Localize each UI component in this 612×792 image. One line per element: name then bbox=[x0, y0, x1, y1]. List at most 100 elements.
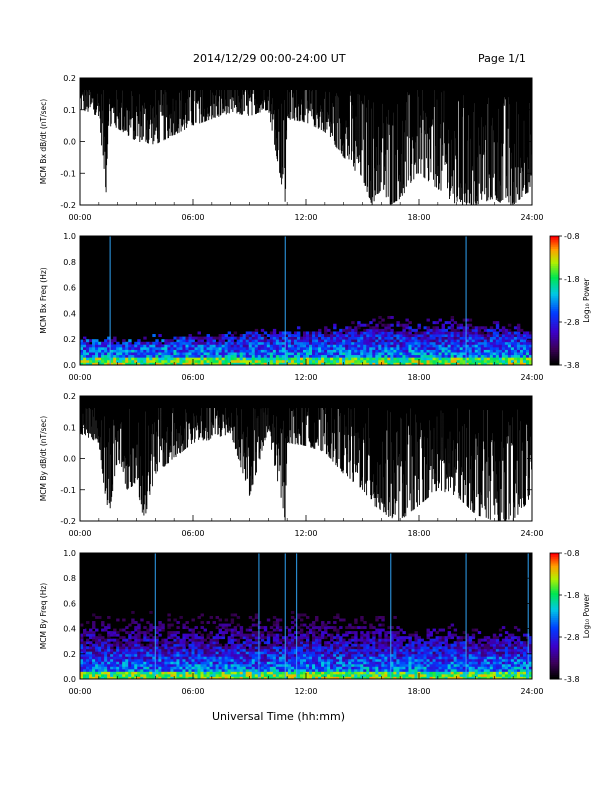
heatmap-cell bbox=[378, 631, 382, 635]
heatmap-cell bbox=[345, 357, 349, 361]
heatmap-cell bbox=[474, 354, 479, 358]
heatmap-cell bbox=[104, 341, 108, 345]
heatmap-cell bbox=[333, 326, 337, 330]
heatmap-cell bbox=[486, 641, 491, 645]
heatmap-cell bbox=[450, 331, 455, 335]
heatmap-cell bbox=[420, 349, 424, 353]
heatmap-cell bbox=[146, 666, 150, 670]
heatmap-cell bbox=[251, 346, 256, 350]
heatmap-cell bbox=[233, 656, 238, 660]
heatmap-cell bbox=[275, 349, 280, 353]
heatmap-cell bbox=[309, 658, 313, 662]
heatmap-cell bbox=[435, 638, 439, 642]
heatmap-cell bbox=[260, 354, 265, 358]
heatmap-cell bbox=[441, 331, 446, 335]
heatmap-cell bbox=[366, 341, 370, 345]
heatmap-cell bbox=[257, 334, 262, 338]
heatmap-cell bbox=[420, 346, 424, 350]
heatmap-cell bbox=[324, 671, 328, 675]
heatmap-cell bbox=[83, 648, 87, 652]
heatmap-cell bbox=[101, 673, 105, 677]
heatmap-cell bbox=[239, 633, 244, 637]
heatmap-cell bbox=[203, 354, 207, 358]
heatmap-cell bbox=[435, 341, 439, 345]
heatmap-cell bbox=[402, 349, 406, 353]
heatmap-cell bbox=[200, 643, 204, 647]
heatmap-cell bbox=[146, 354, 150, 358]
heatmap-cell bbox=[104, 661, 108, 665]
heatmap-cell bbox=[489, 651, 494, 655]
heatmap-cell bbox=[351, 328, 355, 332]
heatmap-cell bbox=[423, 349, 427, 353]
heatmap-cell bbox=[89, 666, 93, 670]
heatmap-cell bbox=[462, 334, 467, 338]
heatmap-cell bbox=[182, 633, 186, 637]
heatmap-cell bbox=[459, 323, 464, 327]
heatmap-cell bbox=[224, 336, 229, 340]
heatmap-cell bbox=[242, 354, 247, 358]
heatmap-cell bbox=[501, 352, 506, 356]
heatmap-cell bbox=[306, 631, 310, 635]
heatmap-cell bbox=[453, 321, 458, 325]
heatmap-cell bbox=[417, 341, 421, 345]
heatmap-cell bbox=[444, 341, 449, 345]
heatmap-cell bbox=[80, 663, 84, 667]
heatmap-cell bbox=[167, 646, 171, 650]
heatmap-cell bbox=[122, 628, 126, 632]
heatmap-cell bbox=[290, 666, 295, 670]
heatmap-cell bbox=[185, 354, 189, 358]
heatmap-cell bbox=[248, 638, 253, 642]
heatmap-cell bbox=[80, 636, 84, 640]
heatmap-cell bbox=[170, 341, 174, 345]
heatmap-cell bbox=[152, 357, 156, 361]
heatmap-cell bbox=[486, 344, 491, 348]
heatmap-cell bbox=[315, 651, 319, 655]
heatmap-cell bbox=[381, 646, 385, 650]
heatmap-cell bbox=[345, 676, 349, 680]
heatmap-cell bbox=[80, 362, 84, 366]
heatmap-cell bbox=[366, 638, 370, 642]
heatmap-cell bbox=[290, 352, 295, 356]
heatmap-cell bbox=[495, 636, 500, 640]
heatmap-cell bbox=[432, 346, 436, 350]
heatmap-cell bbox=[80, 653, 84, 657]
heatmap-cell bbox=[519, 668, 524, 672]
heatmap-cell bbox=[378, 656, 382, 660]
heatmap-cell bbox=[513, 362, 518, 366]
heatmap-cell bbox=[444, 671, 449, 675]
heatmap-cell bbox=[399, 323, 403, 327]
heatmap-cell bbox=[302, 362, 307, 366]
heatmap-cell bbox=[278, 658, 283, 662]
heatmap-cell bbox=[498, 646, 503, 650]
heatmap-cell bbox=[432, 653, 436, 657]
heatmap-cell bbox=[375, 618, 379, 622]
heatmap-cell bbox=[408, 653, 412, 657]
heatmap-cell bbox=[248, 636, 253, 640]
colorbar-step bbox=[550, 261, 559, 265]
heatmap-cell bbox=[164, 673, 168, 677]
heatmap-cell bbox=[477, 357, 482, 361]
heatmap-cell bbox=[441, 671, 446, 675]
heatmap-cell bbox=[474, 653, 479, 657]
heatmap-cell bbox=[281, 658, 286, 662]
heatmap-cell bbox=[348, 328, 352, 332]
heatmap-cell bbox=[318, 656, 322, 660]
heatmap-cell bbox=[399, 666, 403, 670]
heatmap-cell bbox=[414, 663, 418, 667]
heatmap-cell bbox=[417, 346, 421, 350]
heatmap-cell bbox=[405, 653, 409, 657]
heatmap-cell bbox=[519, 352, 524, 356]
heatmap-cell bbox=[95, 676, 99, 680]
heatmap-cell bbox=[381, 336, 385, 340]
heatmap-cell bbox=[408, 633, 412, 637]
heatmap-cell bbox=[354, 673, 358, 677]
heatmap-cell bbox=[197, 673, 201, 677]
heatmap-cell bbox=[116, 673, 120, 677]
heatmap-cell bbox=[284, 339, 289, 343]
heatmap-cell bbox=[453, 352, 458, 356]
heatmap-cell bbox=[522, 336, 527, 340]
heatmap-cell bbox=[245, 334, 250, 338]
heatmap-cell bbox=[170, 648, 174, 652]
heatmap-cell bbox=[284, 673, 289, 677]
heatmap-cell bbox=[182, 661, 186, 665]
